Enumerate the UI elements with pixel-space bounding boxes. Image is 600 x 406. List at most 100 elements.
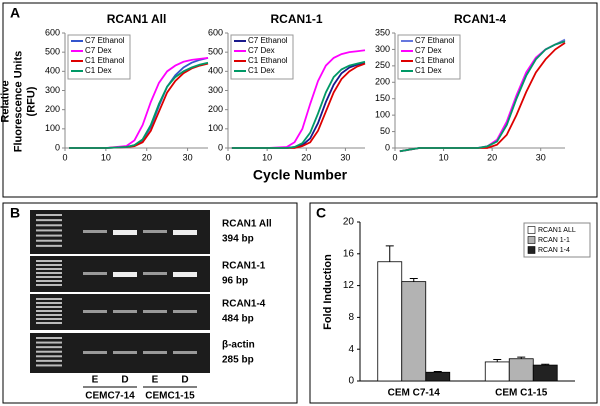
y-tick-label: 50 [380,126,390,136]
gel-band [83,351,107,354]
ladder-band [36,359,62,362]
ladder-band [36,272,62,274]
bar [377,261,403,382]
y-tick-label: 300 [45,85,60,95]
panel-label: A [10,5,20,21]
ladder-band [36,244,62,247]
legend-label: C1 Dex [248,66,275,75]
y-tick-label: 200 [375,77,390,87]
ladder-band [36,350,62,353]
gel-band [113,351,137,354]
legend-label: RCAN 1-4 [538,247,570,254]
x-tick-label: 10 [101,152,111,162]
y-tick-label: 400 [45,66,60,76]
x-tick-label: 10 [262,152,272,162]
y-tick-label: 0 [55,142,60,152]
x-tick-label: 20 [487,152,497,162]
ladder-band [36,234,62,237]
gel-band [83,310,107,313]
gel-band [173,351,197,354]
panel-label: C [316,205,326,221]
y-tick-label: 600 [208,27,223,37]
ladder-band [36,364,62,367]
legend-label: C1 Ethanol [248,56,288,65]
x-tick-label: CEM C1-15 [495,388,548,399]
x-tick-label: 0 [225,152,230,162]
error-bar [433,370,442,373]
gel [30,210,210,373]
ladder-band [36,322,62,324]
series-line [399,40,566,153]
x-axis-title: Cycle Number [253,167,348,183]
y-tick-label: 400 [208,66,223,76]
legend-label: C7 Ethanol [248,36,288,45]
x-tick-label: 30 [183,152,193,162]
gel-band [143,230,167,233]
y-tick-label: 200 [45,104,60,114]
x-tick-label: CEM C7-14 [388,388,441,399]
gel-band [173,272,197,277]
gel-band [173,310,197,313]
y-tick-label: 20 [343,217,355,228]
error-bar [517,356,526,359]
legend-label: RCAN 1-1 [538,237,570,244]
legend-swatch [527,246,536,254]
y-axis-title: Fold Induction [322,254,334,330]
y-tick-label: 100 [208,123,223,133]
y-tick-label: 250 [375,60,390,70]
y-tick-label: 12 [343,280,355,291]
band-name: RCAN1 All [222,219,272,230]
ladder-band [36,284,62,286]
y-tick-label: 0 [348,376,354,387]
y-tick-label: 100 [375,110,390,120]
error-bar [385,245,394,262]
x-tick-label: 0 [392,152,397,162]
legend-label: C7 Dex [415,46,442,55]
ladder-band [36,346,62,349]
lane-label: D [121,375,128,386]
y-tick-label: 16 [343,248,355,259]
ladder-band [36,214,62,216]
band-name: β-actin [222,340,255,351]
legend-label: RCAN1 ALL [538,227,576,234]
y-tick-label: 300 [375,44,390,54]
ladder-band [36,276,62,278]
ladder-band [36,219,62,222]
ladder-band [36,239,62,242]
y-tick-label: 200 [208,104,223,114]
ladder-band [36,318,62,320]
ladder-band [36,314,62,316]
y-tick-label: 350 [375,27,390,37]
legend-swatch [527,236,536,244]
y-tick-label: 4 [348,344,354,355]
lane-label: E [92,375,99,386]
legend [523,222,591,258]
y-tick-label: 600 [45,27,60,37]
y-tick-label: 8 [348,312,354,323]
error-bar [493,359,502,362]
gel-band [83,230,107,233]
gel-band [143,351,167,354]
error-bar [541,363,550,366]
ladder-band [36,337,62,339]
ladder-band [36,341,62,344]
legend-label: C1 Dex [415,66,442,75]
chart-title: RCAN1-4 [454,12,506,26]
bar [508,358,534,382]
y-tick-label: 500 [45,47,60,57]
band-name: RCAN1-1 [222,261,266,272]
ladder-band [36,306,62,308]
y-tick-label: 300 [208,85,223,95]
bar [401,281,427,382]
ladder-band [36,224,62,227]
ladder-band [36,298,62,300]
x-tick-label: 20 [142,152,152,162]
ladder-band [36,260,62,262]
group-label: CEMC1-15 [145,391,195,402]
ladder-band [36,268,62,270]
legend-swatch [527,226,536,234]
bar [425,371,451,382]
y-tick-label: 500 [208,47,223,57]
y-tick-label: 0 [385,142,390,152]
